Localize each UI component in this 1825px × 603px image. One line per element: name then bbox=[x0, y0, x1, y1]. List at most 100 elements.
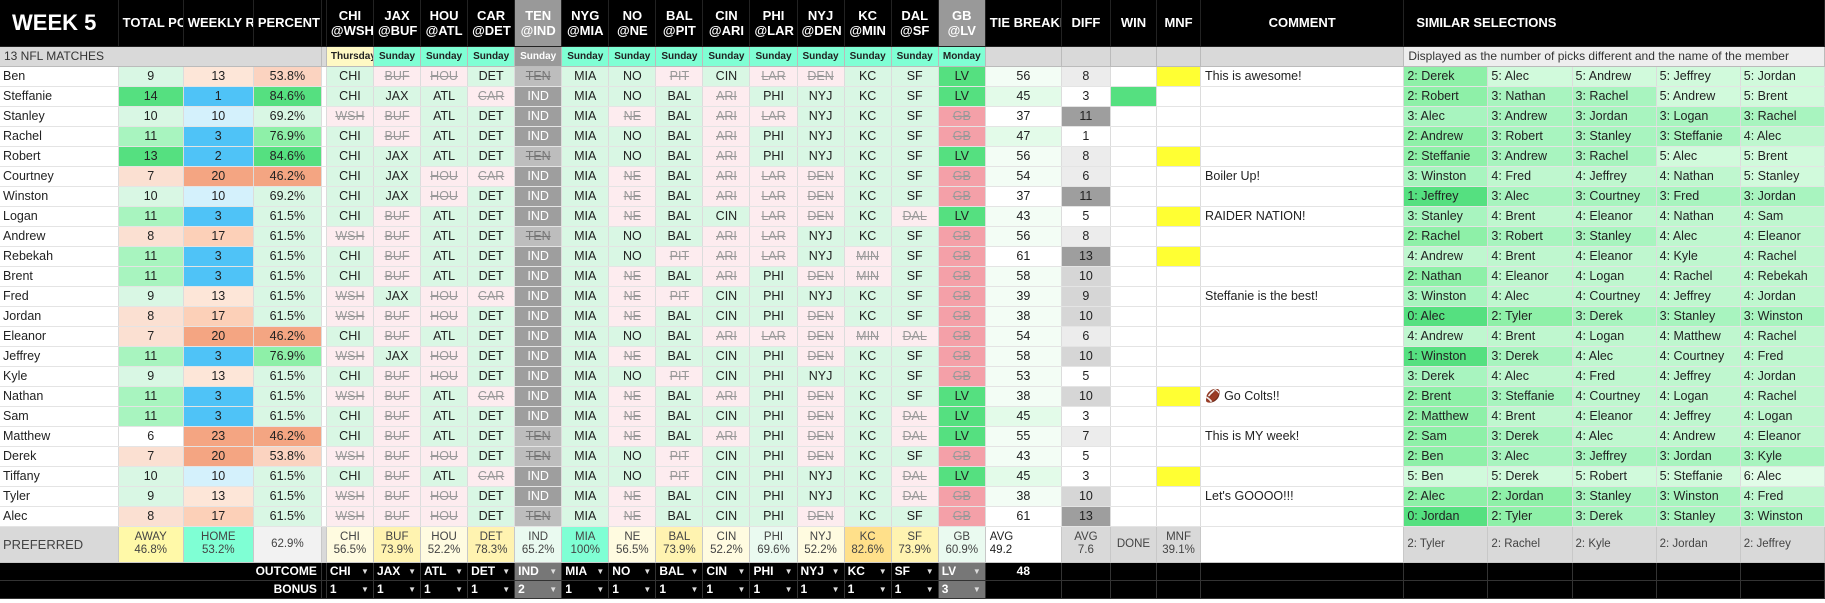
tie-breaker-value[interactable]: 45 bbox=[985, 466, 1062, 487]
player-name[interactable]: Logan bbox=[0, 206, 119, 227]
pick-cell[interactable]: CIN bbox=[702, 366, 751, 387]
pick-cell[interactable]: TEN bbox=[514, 446, 563, 467]
pick-cell[interactable]: IND bbox=[514, 206, 563, 227]
pick-cell[interactable]: GB bbox=[938, 166, 986, 187]
player-name[interactable]: Andrew bbox=[0, 226, 119, 247]
pick-cell[interactable]: NYJ bbox=[797, 246, 845, 267]
comment-text[interactable]: Boiler Up! bbox=[1200, 166, 1405, 187]
pick-cell[interactable]: KC bbox=[844, 486, 892, 507]
comment-text[interactable]: Steffanie is the best! bbox=[1200, 286, 1405, 307]
pick-cell[interactable]: MIA bbox=[561, 486, 610, 507]
pick-cell[interactable]: PHI bbox=[749, 426, 798, 447]
pick-cell[interactable]: NE bbox=[608, 306, 657, 327]
col-game-phi[interactable]: PHI @LAR bbox=[749, 0, 798, 47]
pick-cell[interactable]: BUF bbox=[373, 406, 422, 427]
tie-breaker-value[interactable]: 45 bbox=[985, 86, 1062, 107]
pick-cell[interactable]: BAL bbox=[655, 326, 704, 347]
pick-cell[interactable]: DET bbox=[467, 366, 516, 387]
pick-cell[interactable]: CHI bbox=[326, 126, 374, 147]
comment-text[interactable] bbox=[1200, 326, 1405, 347]
pick-cell[interactable]: ATL bbox=[420, 426, 469, 447]
pick-cell[interactable]: ATL bbox=[420, 326, 469, 347]
outcome-select[interactable]: CIN ▼ bbox=[702, 562, 751, 581]
pick-cell[interactable]: HOU bbox=[420, 486, 469, 507]
pick-cell[interactable]: NE bbox=[608, 486, 657, 507]
pick-cell[interactable]: KC bbox=[844, 166, 892, 187]
comment-text[interactable] bbox=[1200, 366, 1405, 387]
pick-cell[interactable]: BUF bbox=[373, 486, 422, 507]
pick-cell[interactable]: IND bbox=[514, 386, 563, 407]
pick-cell[interactable]: MIA bbox=[561, 86, 610, 107]
pick-cell[interactable]: HOU bbox=[420, 66, 469, 87]
comment-text[interactable] bbox=[1200, 446, 1405, 467]
pick-cell[interactable]: JAX bbox=[373, 86, 422, 107]
pick-cell[interactable]: MIA bbox=[561, 166, 610, 187]
pick-cell[interactable]: ARI bbox=[702, 166, 751, 187]
pick-cell[interactable]: PHI bbox=[749, 346, 798, 367]
pick-cell[interactable]: TEN bbox=[514, 426, 563, 447]
pick-cell[interactable]: NO bbox=[608, 326, 657, 347]
tie-breaker-value[interactable]: 37 bbox=[985, 186, 1062, 207]
pick-cell[interactable]: NO bbox=[608, 226, 657, 247]
pick-cell[interactable]: ARI bbox=[702, 386, 751, 407]
pick-cell[interactable]: CHI bbox=[326, 166, 374, 187]
pick-cell[interactable]: NYJ bbox=[797, 486, 845, 507]
bonus-select[interactable]: 3 ▼ bbox=[938, 580, 986, 599]
player-name[interactable]: Jordan bbox=[0, 306, 119, 327]
pick-cell[interactable]: CAR bbox=[467, 466, 516, 487]
pick-cell[interactable]: WSH bbox=[326, 486, 374, 507]
pick-cell[interactable]: DEN bbox=[797, 386, 845, 407]
tie-breaker-value[interactable]: 38 bbox=[985, 486, 1062, 507]
pick-cell[interactable]: GB bbox=[938, 266, 986, 287]
comment-text[interactable] bbox=[1200, 246, 1405, 267]
bonus-select[interactable]: 1 ▼ bbox=[702, 580, 751, 599]
pick-cell[interactable]: DAL bbox=[891, 406, 939, 427]
pick-cell[interactable]: LAR bbox=[749, 166, 798, 187]
pick-cell[interactable]: BAL bbox=[655, 386, 704, 407]
pick-cell[interactable]: MIA bbox=[561, 386, 610, 407]
player-name[interactable]: Alec bbox=[0, 506, 119, 527]
outcome-select[interactable]: SF ▼ bbox=[891, 562, 939, 581]
player-name[interactable]: Tiffany bbox=[0, 466, 119, 487]
pick-cell[interactable]: DAL bbox=[891, 466, 939, 487]
tie-breaker-value[interactable]: 53 bbox=[985, 366, 1062, 387]
pick-cell[interactable]: KC bbox=[844, 226, 892, 247]
tie-breaker-value[interactable]: 61 bbox=[985, 246, 1062, 267]
pick-cell[interactable]: PHI bbox=[749, 406, 798, 427]
pick-cell[interactable]: NO bbox=[608, 146, 657, 167]
tie-breaker-value[interactable]: 56 bbox=[985, 66, 1062, 87]
pick-cell[interactable]: KC bbox=[844, 86, 892, 107]
pick-cell[interactable]: ATL bbox=[420, 146, 469, 167]
pick-cell[interactable]: MIA bbox=[561, 466, 610, 487]
pick-cell[interactable]: MIA bbox=[561, 246, 610, 267]
pick-cell[interactable]: ARI bbox=[702, 246, 751, 267]
comment-text[interactable]: Let's GOOOO!!! bbox=[1200, 486, 1405, 507]
pick-cell[interactable]: KC bbox=[844, 66, 892, 87]
pick-cell[interactable]: SF bbox=[891, 386, 939, 407]
pick-cell[interactable]: GB bbox=[938, 326, 986, 347]
pick-cell[interactable]: MIN bbox=[844, 246, 892, 267]
pick-cell[interactable]: BAL bbox=[655, 146, 704, 167]
pick-cell[interactable]: DET bbox=[467, 146, 516, 167]
pick-cell[interactable]: MIA bbox=[561, 326, 610, 347]
pick-cell[interactable]: MIN bbox=[844, 266, 892, 287]
pick-cell[interactable]: CHI bbox=[326, 206, 374, 227]
pick-cell[interactable]: LV bbox=[938, 386, 986, 407]
pick-cell[interactable]: DET bbox=[467, 206, 516, 227]
pick-cell[interactable]: LV bbox=[938, 406, 986, 427]
pick-cell[interactable]: NO bbox=[608, 86, 657, 107]
pick-cell[interactable]: WSH bbox=[326, 346, 374, 367]
pick-cell[interactable]: DEN bbox=[797, 186, 845, 207]
tie-breaker-value[interactable]: 39 bbox=[985, 286, 1062, 307]
pick-cell[interactable]: BAL bbox=[655, 306, 704, 327]
pick-cell[interactable]: MIA bbox=[561, 506, 610, 527]
tie-breaker-value[interactable]: 43 bbox=[985, 206, 1062, 227]
pick-cell[interactable]: CIN bbox=[702, 486, 751, 507]
pick-cell[interactable]: DET bbox=[467, 226, 516, 247]
pick-cell[interactable]: BAL bbox=[655, 506, 704, 527]
player-name[interactable]: Steffanie bbox=[0, 86, 119, 107]
player-name[interactable]: Rebekah bbox=[0, 246, 119, 267]
pick-cell[interactable]: DET bbox=[467, 66, 516, 87]
pick-cell[interactable]: MIA bbox=[561, 306, 610, 327]
pick-cell[interactable]: BAL bbox=[655, 186, 704, 207]
